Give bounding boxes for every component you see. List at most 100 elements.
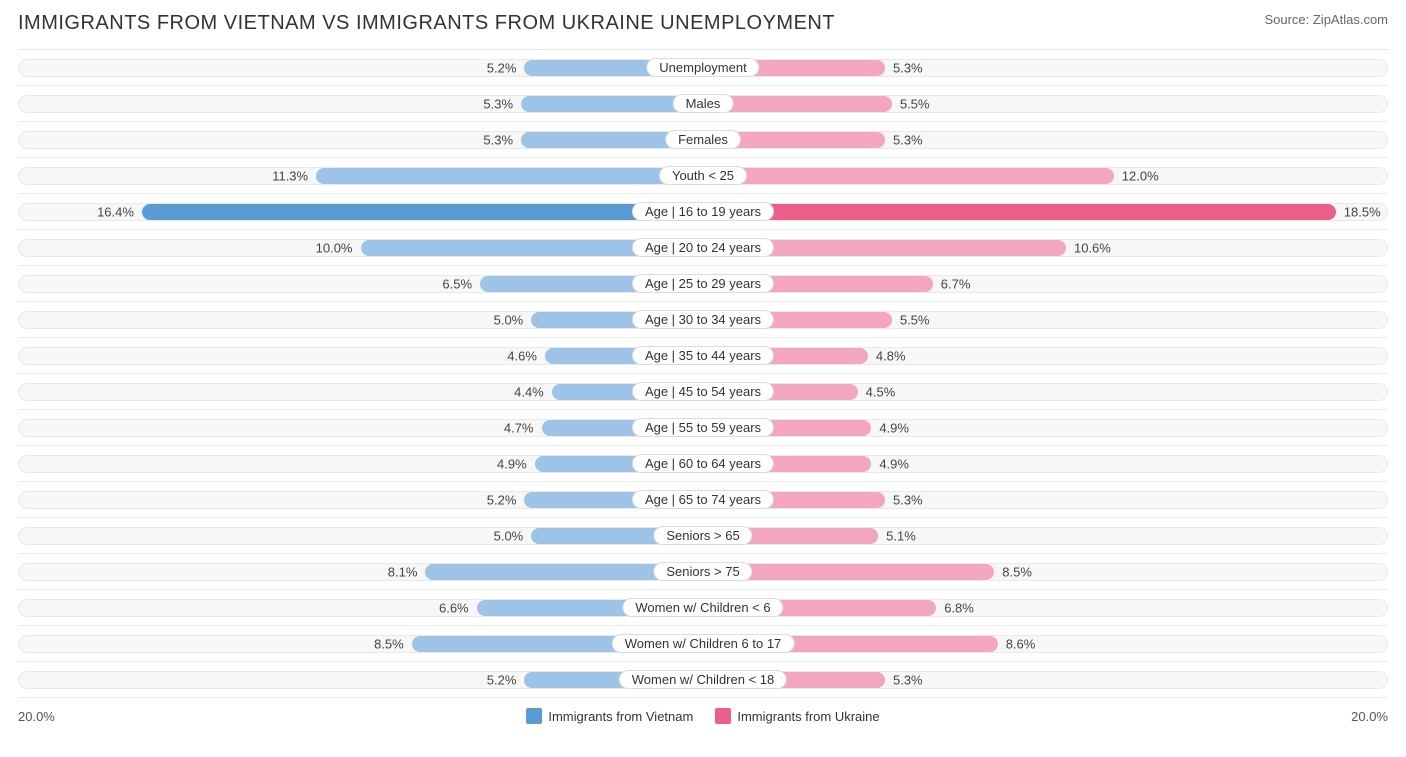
legend-swatch-right: [715, 708, 731, 724]
bar-left: [142, 204, 702, 220]
value-label-right: 5.5%: [900, 96, 930, 111]
chart-row: 8.5% 8.6% Women w/ Children 6 to 17: [18, 626, 1388, 662]
chart-row: 8.1% 8.5% Seniors > 75: [18, 554, 1388, 590]
value-label-left: 16.4%: [97, 204, 134, 219]
value-label-left: 5.2%: [487, 672, 517, 687]
bar-track-right: 4.9%: [703, 419, 1388, 437]
value-label-right: 6.8%: [944, 600, 974, 615]
chart-row: 5.0% 5.1% Seniors > 65: [18, 518, 1388, 554]
category-label: Age | 16 to 19 years: [632, 202, 774, 221]
chart-source: Source: ZipAtlas.com: [1264, 12, 1388, 27]
bar-track-left: 5.2%: [18, 59, 703, 77]
bar-track-right: 5.3%: [703, 671, 1388, 689]
category-label: Youth < 25: [659, 166, 747, 185]
bar-track-left: 5.2%: [18, 671, 703, 689]
bar-track-right: 5.5%: [703, 311, 1388, 329]
value-label-left: 5.3%: [483, 132, 513, 147]
bar-track-left: 5.2%: [18, 491, 703, 509]
category-label: Age | 25 to 29 years: [632, 274, 774, 293]
chart-row: 5.3%5.5%Males: [18, 86, 1388, 122]
legend-label-left: Immigrants from Vietnam: [548, 709, 693, 724]
bar-track-right: 5.3%: [703, 131, 1388, 149]
value-label-right: 18.5%: [1344, 204, 1381, 219]
chart-row: 5.0% 5.5% Age | 30 to 34 years: [18, 302, 1388, 338]
bar-track-left: 5.0%: [18, 527, 703, 545]
bar-track-left: 6.5%: [18, 275, 703, 293]
value-label-right: 8.5%: [1002, 564, 1032, 579]
axis-left-max: 20.0%: [18, 709, 55, 724]
chart-row: 5.2% 5.3% Age | 65 to 74 years: [18, 482, 1388, 518]
legend-label-right: Immigrants from Ukraine: [737, 709, 879, 724]
value-label-left: 5.0%: [494, 528, 524, 543]
bar-track-left: 11.3%: [18, 167, 703, 185]
category-label: Age | 65 to 74 years: [632, 490, 774, 509]
category-label: Women w/ Children 6 to 17: [612, 634, 795, 653]
value-label-right: 5.1%: [886, 528, 916, 543]
legend-item-right: Immigrants from Ukraine: [715, 708, 879, 724]
axis-right-max: 20.0%: [1351, 709, 1388, 724]
bar-track-right: 4.9%: [703, 455, 1388, 473]
value-label-right: 10.6%: [1074, 240, 1111, 255]
value-label-right: 4.5%: [866, 384, 896, 399]
value-label-left: 5.2%: [487, 60, 517, 75]
bar-track-right: 4.5%: [703, 383, 1388, 401]
value-label-right: 4.8%: [876, 348, 906, 363]
value-label-right: 4.9%: [879, 420, 909, 435]
category-label: Women w/ Children < 18: [619, 670, 787, 689]
bar-track-left: 5.3%: [18, 131, 703, 149]
value-label-left: 5.3%: [483, 96, 513, 111]
category-label: Age | 55 to 59 years: [632, 418, 774, 437]
chart-row: 4.4% 4.5% Age | 45 to 54 years: [18, 374, 1388, 410]
chart-row: 11.3% 12.0% Youth < 25: [18, 158, 1388, 194]
bar-track-left: 4.9%: [18, 455, 703, 473]
bar-track-left: 8.5%: [18, 635, 703, 653]
value-label-right: 5.5%: [900, 312, 930, 327]
chart-row: 6.6% 6.8% Women w/ Children < 6: [18, 590, 1388, 626]
chart-row: 5.2% 5.3% Women w/ Children < 18: [18, 662, 1388, 698]
bar-track-left: 4.4%: [18, 383, 703, 401]
bar-track-left: 10.0%: [18, 239, 703, 257]
category-label: Age | 30 to 34 years: [632, 310, 774, 329]
chart-row: 4.6% 4.8% Age | 35 to 44 years: [18, 338, 1388, 374]
value-label-right: 5.3%: [893, 492, 923, 507]
category-label: Age | 45 to 54 years: [632, 382, 774, 401]
bar-track-right: 6.7%: [703, 275, 1388, 293]
value-label-left: 4.4%: [514, 384, 544, 399]
bar-track-left: 5.0%: [18, 311, 703, 329]
bar-track-left: 8.1%: [18, 563, 703, 581]
chart-row: 5.2%5.3%Unemployment: [18, 50, 1388, 86]
category-label: Age | 35 to 44 years: [632, 346, 774, 365]
bar-track-left: 5.3%: [18, 95, 703, 113]
bar-track-right: 6.8%: [703, 599, 1388, 617]
value-label-left: 4.7%: [504, 420, 534, 435]
chart-row: 16.4% 18.5% Age | 16 to 19 years: [18, 194, 1388, 230]
value-label-left: 4.6%: [507, 348, 537, 363]
bar-track-right: 8.5%: [703, 563, 1388, 581]
value-label-left: 6.6%: [439, 600, 469, 615]
value-label-left: 6.5%: [442, 276, 472, 291]
bar-track-right: 5.5%: [703, 95, 1388, 113]
chart-row: 4.7% 4.9% Age | 55 to 59 years: [18, 410, 1388, 446]
value-label-right: 12.0%: [1122, 168, 1159, 183]
legend: Immigrants from Vietnam Immigrants from …: [526, 708, 879, 724]
value-label-right: 6.7%: [941, 276, 971, 291]
category-label: Seniors > 75: [653, 562, 752, 581]
value-label-left: 8.1%: [388, 564, 418, 579]
bar-track-right: 5.3%: [703, 59, 1388, 77]
bar-track-right: 5.3%: [703, 491, 1388, 509]
category-label: Age | 60 to 64 years: [632, 454, 774, 473]
bar-track-right: 18.5%: [703, 203, 1388, 221]
legend-swatch-left: [526, 708, 542, 724]
chart-row: 10.0% 10.6% Age | 20 to 24 years: [18, 230, 1388, 266]
chart-row: 4.9%4.9%Age | 60 to 64 years: [18, 446, 1388, 482]
category-label: Seniors > 65: [653, 526, 752, 545]
bar-track-left: 16.4%: [18, 203, 703, 221]
value-label-right: 5.3%: [893, 672, 923, 687]
value-label-right: 8.6%: [1006, 636, 1036, 651]
bar-track-left: 4.7%: [18, 419, 703, 437]
chart-header: IMMIGRANTS FROM VIETNAM VS IMMIGRANTS FR…: [18, 12, 1388, 35]
chart-footer: 20.0% Immigrants from Vietnam Immigrants…: [18, 702, 1388, 730]
category-label: Age | 20 to 24 years: [632, 238, 774, 257]
chart-row: 6.5% 6.7% Age | 25 to 29 years: [18, 266, 1388, 302]
category-label: Women w/ Children < 6: [622, 598, 783, 617]
